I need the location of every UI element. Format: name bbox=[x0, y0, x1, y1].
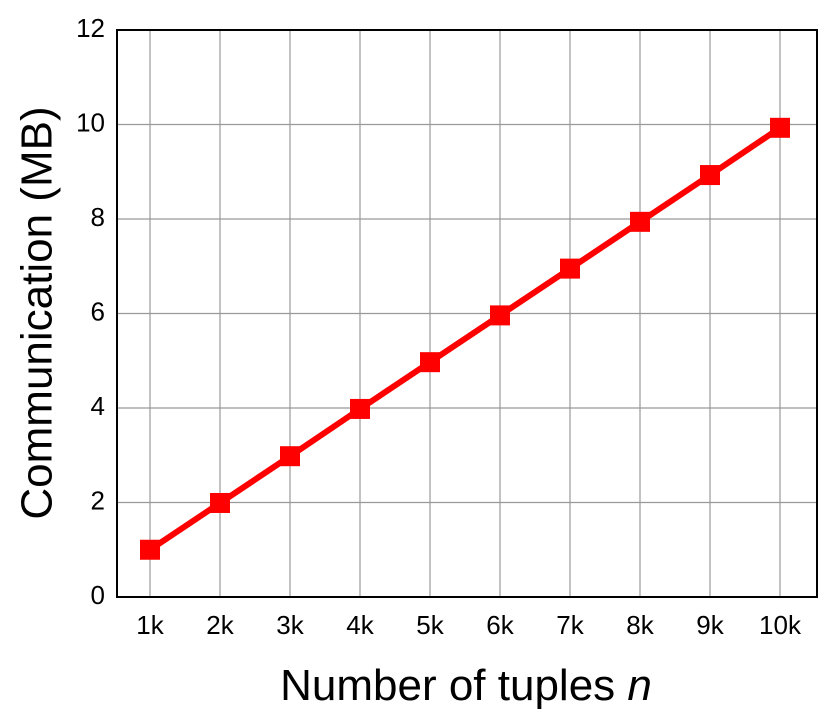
x-tick-label: 10k bbox=[759, 610, 802, 640]
y-tick-label: 6 bbox=[91, 296, 105, 326]
marker bbox=[420, 352, 440, 373]
x-tick-label: 4k bbox=[346, 610, 374, 640]
x-axis-label-variable: n bbox=[627, 661, 651, 710]
marker bbox=[770, 117, 790, 138]
y-tick-label: 2 bbox=[91, 485, 105, 515]
y-tick-label: 4 bbox=[91, 391, 105, 421]
x-tick-label: 2k bbox=[206, 610, 234, 640]
x-tick-label: 9k bbox=[696, 610, 724, 640]
x-tick-label: 5k bbox=[416, 610, 444, 640]
y-tick-label: 10 bbox=[76, 107, 105, 137]
marker bbox=[210, 492, 230, 513]
y-tick-label: 12 bbox=[76, 13, 105, 43]
marker bbox=[630, 211, 650, 232]
y-axis-label: Communication (MB) bbox=[13, 106, 62, 519]
y-tick-label: 8 bbox=[91, 202, 105, 232]
marker bbox=[350, 398, 370, 419]
x-tick-label: 6k bbox=[486, 610, 514, 640]
x-tick-label: 7k bbox=[556, 610, 584, 640]
marker bbox=[560, 258, 580, 279]
x-axis-label: Number of tuples n bbox=[280, 661, 652, 710]
x-tick-label: 3k bbox=[276, 610, 304, 640]
marker bbox=[700, 165, 720, 186]
line bbox=[148, 125, 782, 553]
x-tick-label: 1k bbox=[136, 610, 164, 640]
marker bbox=[490, 305, 510, 326]
x-tick-label: 8k bbox=[626, 610, 654, 640]
x-axis-label-text: Number of tuples bbox=[280, 661, 615, 710]
marker bbox=[140, 539, 160, 560]
marker bbox=[280, 446, 300, 467]
plot-frame bbox=[116, 29, 818, 598]
y-tick-label: 0 bbox=[91, 580, 105, 610]
